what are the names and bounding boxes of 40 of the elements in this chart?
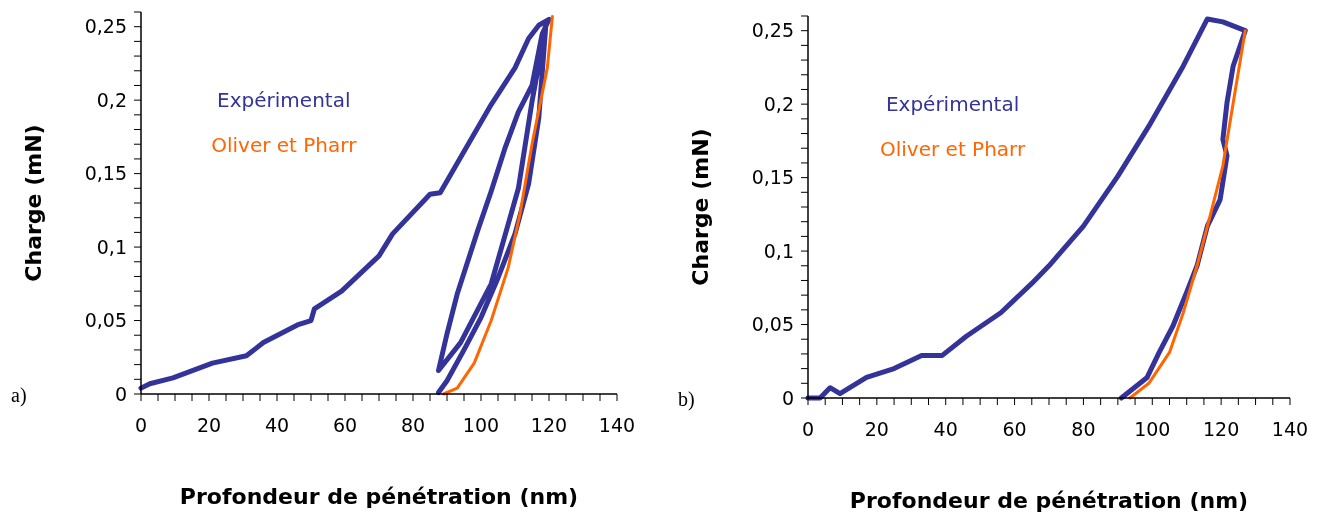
x-tick-label: 120 <box>530 414 568 436</box>
x-tick-label: 100 <box>1134 418 1171 440</box>
y-tick-label: 0,15 <box>751 166 794 189</box>
x-tick-label: 40 <box>933 418 958 440</box>
line-series <box>442 14 554 396</box>
y-tick-label: 0,1 <box>763 239 794 262</box>
y-tick-label: 0,25 <box>84 15 127 38</box>
y-tick-label: 0,2 <box>96 88 127 111</box>
x-tick-label: 80 <box>400 414 426 436</box>
y-axis-title: Charge (mN) <box>21 124 46 282</box>
x-tick-label: 100 <box>462 414 500 436</box>
x-tick-label: 60 <box>1002 418 1027 440</box>
x-tick-label: 0 <box>801 418 815 440</box>
y-tick-label: 0,25 <box>751 19 794 42</box>
y-tick-label: 0,05 <box>751 313 794 336</box>
text: b) <box>678 388 695 411</box>
y-axis-title: Charge (mN) <box>688 128 713 286</box>
x-tick-label: 40 <box>264 414 290 436</box>
x-tick-label: 120 <box>1203 418 1240 440</box>
y-tick-label: 0 <box>781 386 794 409</box>
line-series <box>1128 29 1247 400</box>
text: Expérimental <box>885 92 1020 116</box>
x-tick-label: 0 <box>134 414 148 436</box>
x-tick-label: 20 <box>864 418 889 440</box>
x-tick-label: 140 <box>598 414 636 436</box>
x-axis-title: Profondeur de pénétration (nm) <box>179 484 579 509</box>
text: Expérimental <box>217 88 351 112</box>
x-tick-label: 80 <box>1071 418 1096 440</box>
text: Oliver et Pharr <box>211 133 358 157</box>
y-tick-label: 0,2 <box>763 92 794 115</box>
x-tick-label: 60 <box>332 414 358 436</box>
x-tick-label: 20 <box>196 414 222 436</box>
text: a) <box>11 384 27 407</box>
x-tick-label: 140 <box>1271 418 1309 440</box>
y-tick-label: 0,15 <box>84 162 127 185</box>
y-tick-label: 0 <box>114 382 127 405</box>
text: Oliver et Pharr <box>880 137 1026 161</box>
y-tick-label: 0,05 <box>84 309 127 332</box>
x-axis-title: Profondeur de pénétration (nm) <box>849 488 1249 513</box>
y-tick-label: 0,1 <box>96 235 127 258</box>
